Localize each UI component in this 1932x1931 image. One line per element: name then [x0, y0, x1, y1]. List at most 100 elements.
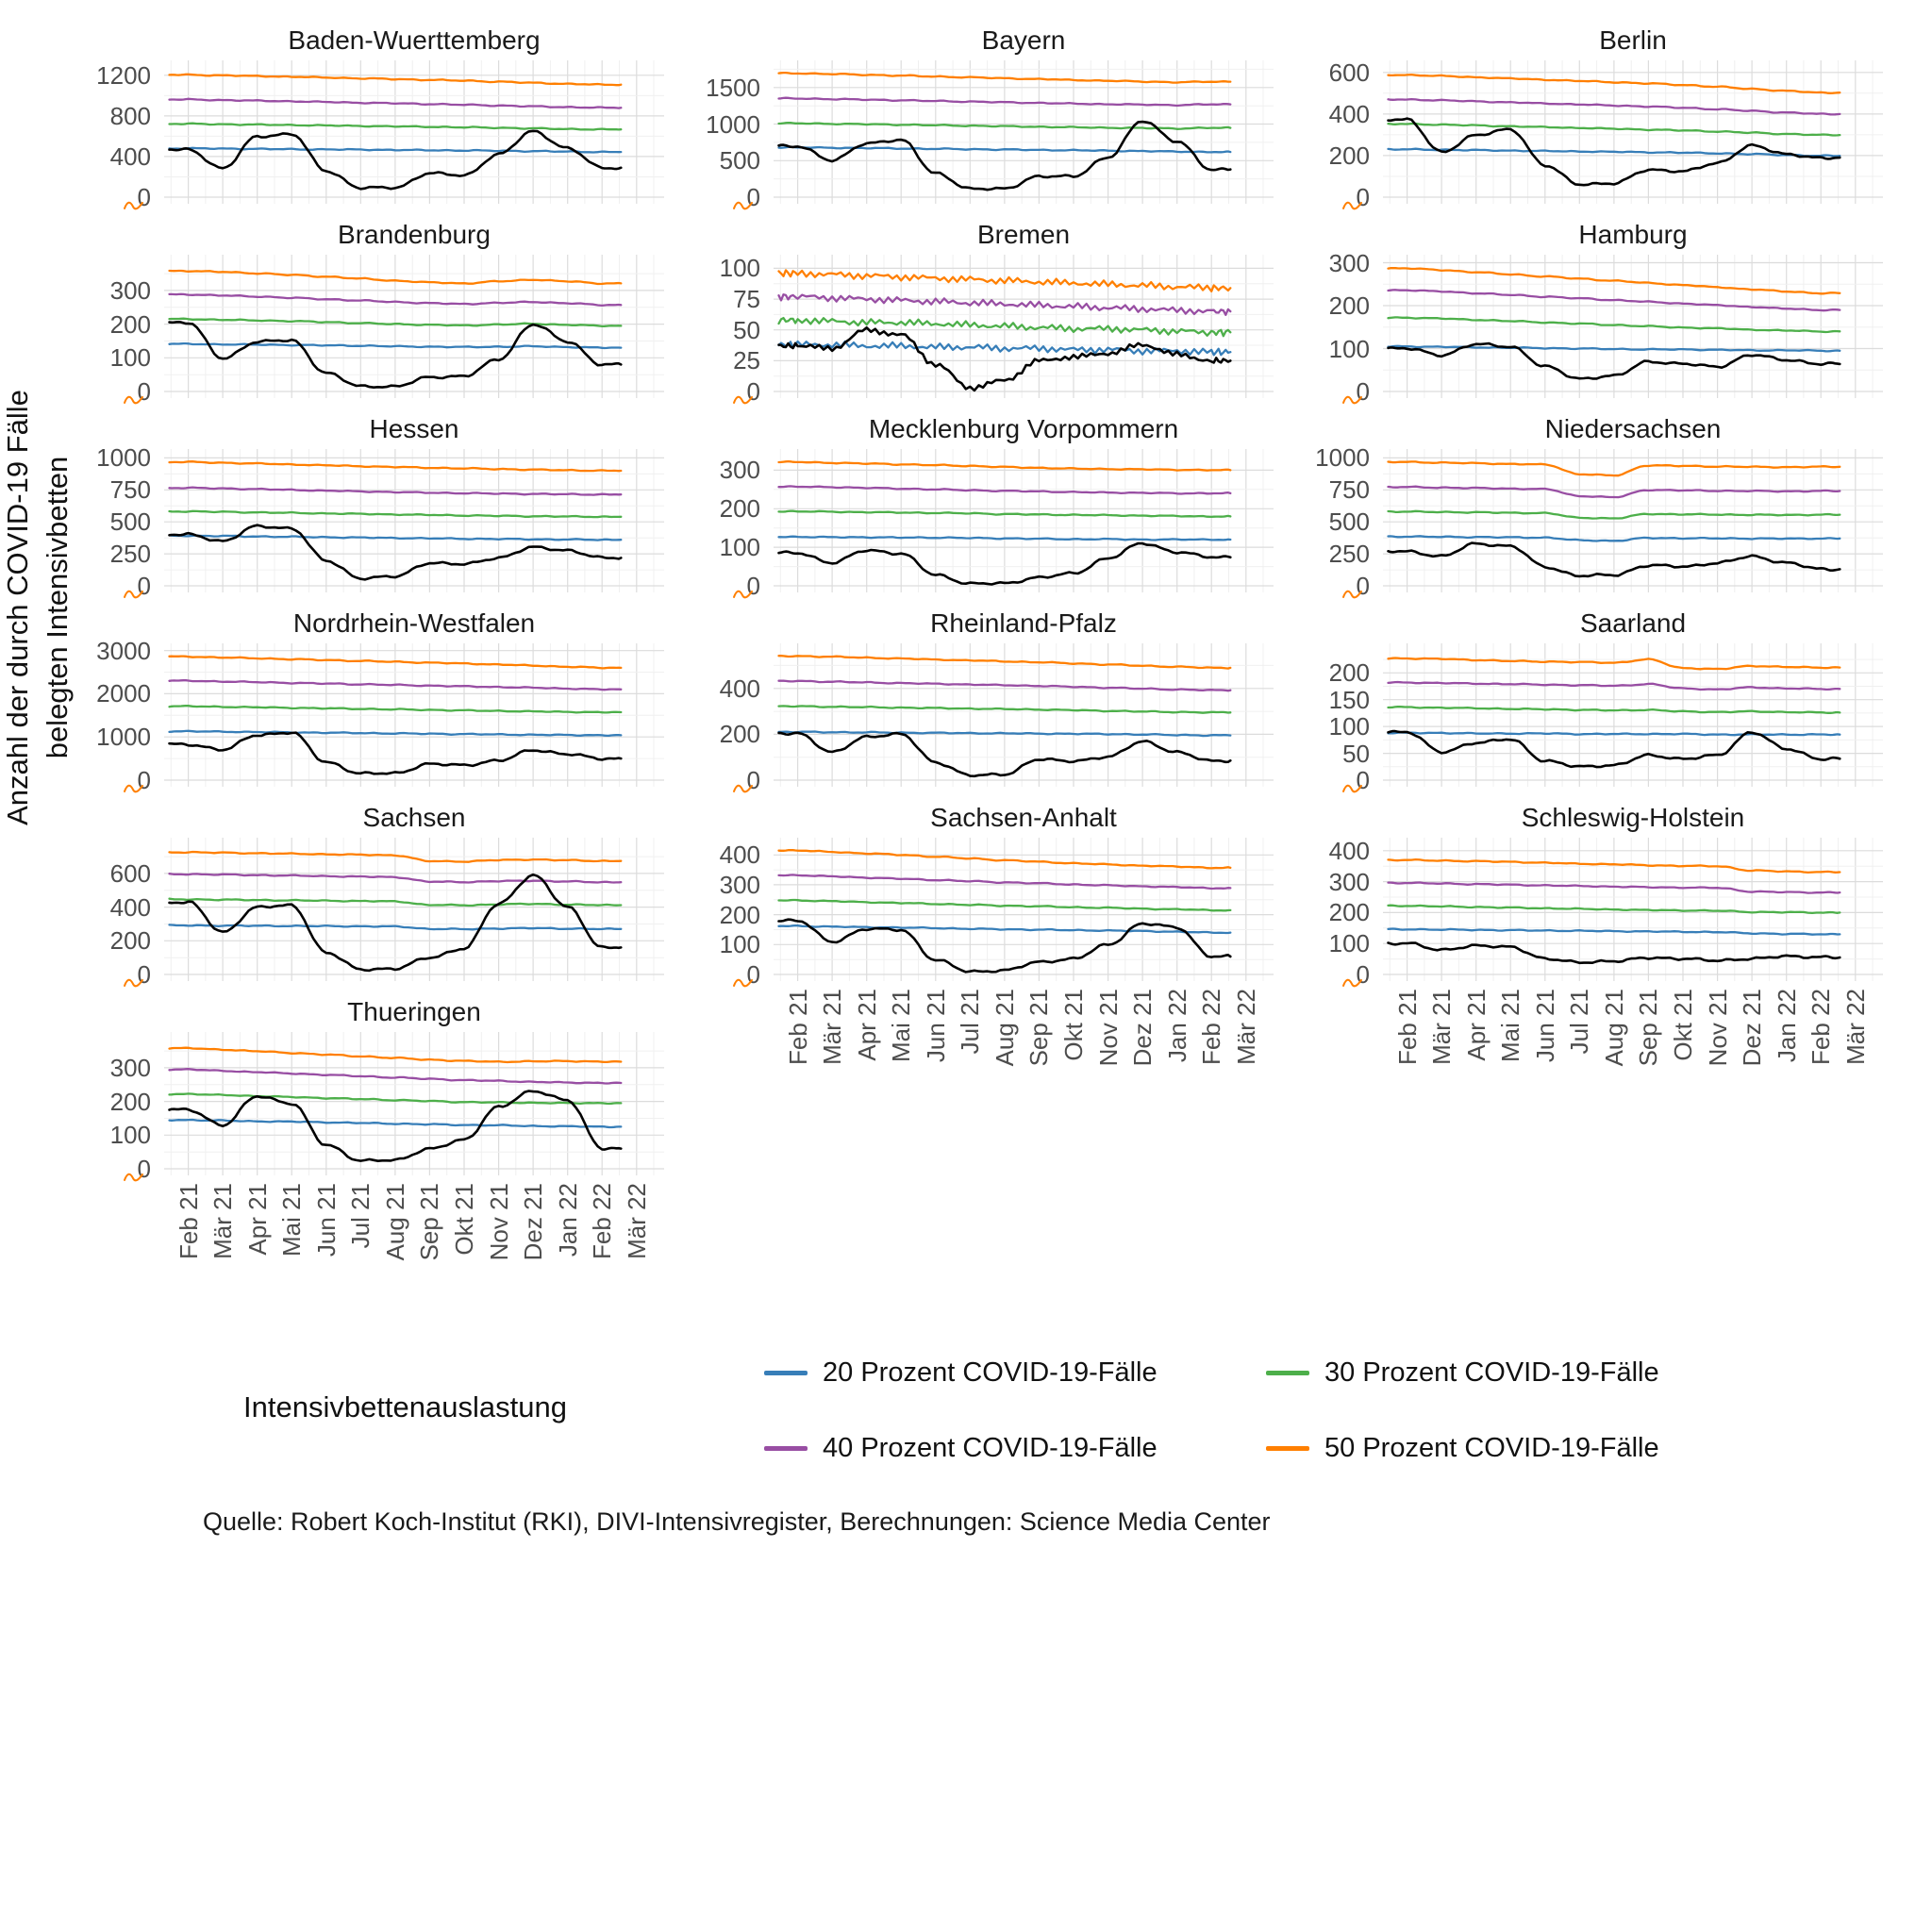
y-tick-label: 300	[109, 1054, 151, 1082]
x-tick-label: Jul 21	[956, 989, 984, 1113]
x-tick-label-text: Jan 22	[1773, 989, 1801, 1063]
x-tick-label: Aug 21	[381, 1183, 409, 1307]
y-tick-label: 300	[109, 276, 151, 305]
facet-title: Brandenburg	[338, 220, 491, 249]
series-line-p20	[1387, 147, 1841, 158]
x-tick-label-text: Jan 22	[554, 1183, 582, 1257]
x-tick-label-text: Mär 21	[208, 1183, 237, 1259]
x-tick-label-text: Jun 21	[922, 989, 950, 1063]
x-tick-label-text: Dez 21	[519, 1183, 547, 1261]
x-tick-label: Feb 21	[175, 1183, 203, 1307]
facet-title: Hamburg	[1578, 220, 1688, 249]
panel-bremen	[774, 255, 1274, 398]
x-tick-label-text: Mär 22	[1841, 989, 1870, 1065]
x-tick-label-text: Feb 21	[1393, 989, 1422, 1065]
series-line-p20	[168, 146, 623, 154]
series-line-p50	[168, 73, 623, 87]
series-line-p50	[1387, 857, 1841, 874]
x-tick-label-text: Feb 22	[588, 1183, 616, 1259]
x-tick-label-text: Mai 21	[277, 1183, 306, 1257]
y-tick-label: 600	[109, 859, 151, 888]
series-line-beds	[168, 873, 623, 973]
series-line-p50	[777, 269, 1232, 292]
axis-squiggle-icon	[1342, 201, 1362, 210]
legend-item-30-prozent: 30 Prozent COVID-19-Fälle	[1266, 1357, 1659, 1389]
series-line-p30	[168, 704, 623, 714]
x-tick-label-text: Mai 21	[1496, 989, 1524, 1063]
x-tick-label-text: Jul 21	[1565, 989, 1593, 1055]
series-line-p50	[168, 655, 623, 670]
series-line-p30	[1387, 509, 1841, 520]
series-line-p30	[777, 316, 1232, 338]
panel-mecklenburg-vorpommern	[774, 449, 1274, 592]
y-tick-label: 400	[719, 674, 760, 703]
series-line-beds	[1387, 341, 1841, 380]
y-tick-label: 1000	[96, 443, 151, 472]
x-tick-label: Feb 22	[1197, 989, 1225, 1113]
series-line-p30	[777, 121, 1232, 130]
x-tick-label: Dez 21	[1738, 989, 1766, 1113]
series-line-beds	[168, 129, 623, 191]
panel-rheinland-pfalz	[774, 643, 1274, 787]
series-line-p50	[168, 1046, 623, 1064]
y-tick-label: 500	[1328, 508, 1370, 536]
y-tick-label: 50	[733, 316, 760, 344]
series-line-beds	[1387, 729, 1841, 769]
y-tick-label: 1000	[1315, 443, 1370, 472]
x-tick-label-text: Apr 21	[243, 1183, 272, 1256]
y-tick-label: 300	[1328, 249, 1370, 277]
y-tick-label: 200	[109, 1088, 151, 1116]
y-tick-label: 100	[1328, 712, 1370, 741]
series-line-beds	[168, 1090, 623, 1162]
x-tick-label-text: Mär 21	[1427, 989, 1456, 1065]
facet-brandenburg: Brandenburg 0 100 200 300	[60, 219, 666, 540]
x-tick-label: Jun 21	[922, 989, 950, 1113]
series-line-p30	[777, 509, 1232, 519]
facet-thueringen: Thueringen 0 100 200 300 Feb 21 Mär 21 Apr 21 Ma…	[60, 996, 666, 1317]
y-tick-label: 300	[719, 456, 760, 484]
y-tick-label: 200	[1328, 141, 1370, 170]
x-tick-label-text: Jun 21	[312, 1183, 341, 1257]
series-line-p30	[1387, 122, 1841, 137]
x-tick-label: Mär 22	[623, 1183, 651, 1307]
x-tick-label: Nov 21	[485, 1183, 513, 1307]
y-tick-label: 300	[719, 871, 760, 899]
panel-sachsen	[164, 838, 664, 981]
x-tick-label: Apr 21	[853, 989, 881, 1113]
x-tick-label-text: Feb 21	[175, 1183, 203, 1259]
series-line-p30	[1387, 316, 1841, 334]
x-tick-label: Mär 22	[1232, 989, 1260, 1113]
series-line-beds	[168, 524, 623, 581]
facet-baden-wuerttemberg: Baden-Wuerttemberg 0 400 800 1200	[60, 25, 666, 345]
series-line-p50	[168, 269, 623, 286]
x-tick-label-text: Apr 21	[1462, 989, 1491, 1061]
legend-title: Intensivbettenauslastung	[243, 1390, 567, 1423]
axis-squiggle-icon	[733, 590, 753, 599]
x-tick-label-text: Apr 21	[853, 989, 881, 1061]
series-line-p20	[777, 535, 1232, 541]
y-tick-label: 200	[1328, 898, 1370, 926]
axis-squiggle-icon	[124, 1173, 143, 1182]
series-line-p50	[777, 71, 1232, 84]
x-tick-label-text: Jul 21	[346, 1183, 375, 1249]
y-tick-label: 1000	[96, 723, 151, 751]
series-line-p20	[777, 924, 1232, 935]
y-tick-label: 100	[719, 930, 760, 958]
y-tick-label: 250	[1328, 540, 1370, 568]
series-line-beds	[1387, 941, 1841, 965]
x-tick-label: Mär 22	[1841, 989, 1870, 1113]
x-tick-label: Aug 21	[1600, 989, 1628, 1113]
facet-schleswig-holstein: Schleswig-Holstein 0 100 200 300 400 Feb 21 Mär…	[1279, 802, 1885, 1123]
x-tick-label: Feb 22	[588, 1183, 616, 1307]
series-line-p40	[1387, 881, 1841, 894]
series-line-p30	[1387, 904, 1841, 915]
y-tick-label: 1200	[96, 61, 151, 90]
series-line-beds	[777, 731, 1232, 778]
legend-key-line	[764, 1445, 808, 1451]
x-tick-label: Mai 21	[887, 989, 915, 1113]
x-tick-label: Jan 22	[1773, 989, 1801, 1113]
y-tick-label: 400	[1328, 837, 1370, 865]
facet-title: Schleswig-Holstein	[1521, 803, 1745, 832]
x-tick-label: Jul 21	[346, 1183, 375, 1307]
